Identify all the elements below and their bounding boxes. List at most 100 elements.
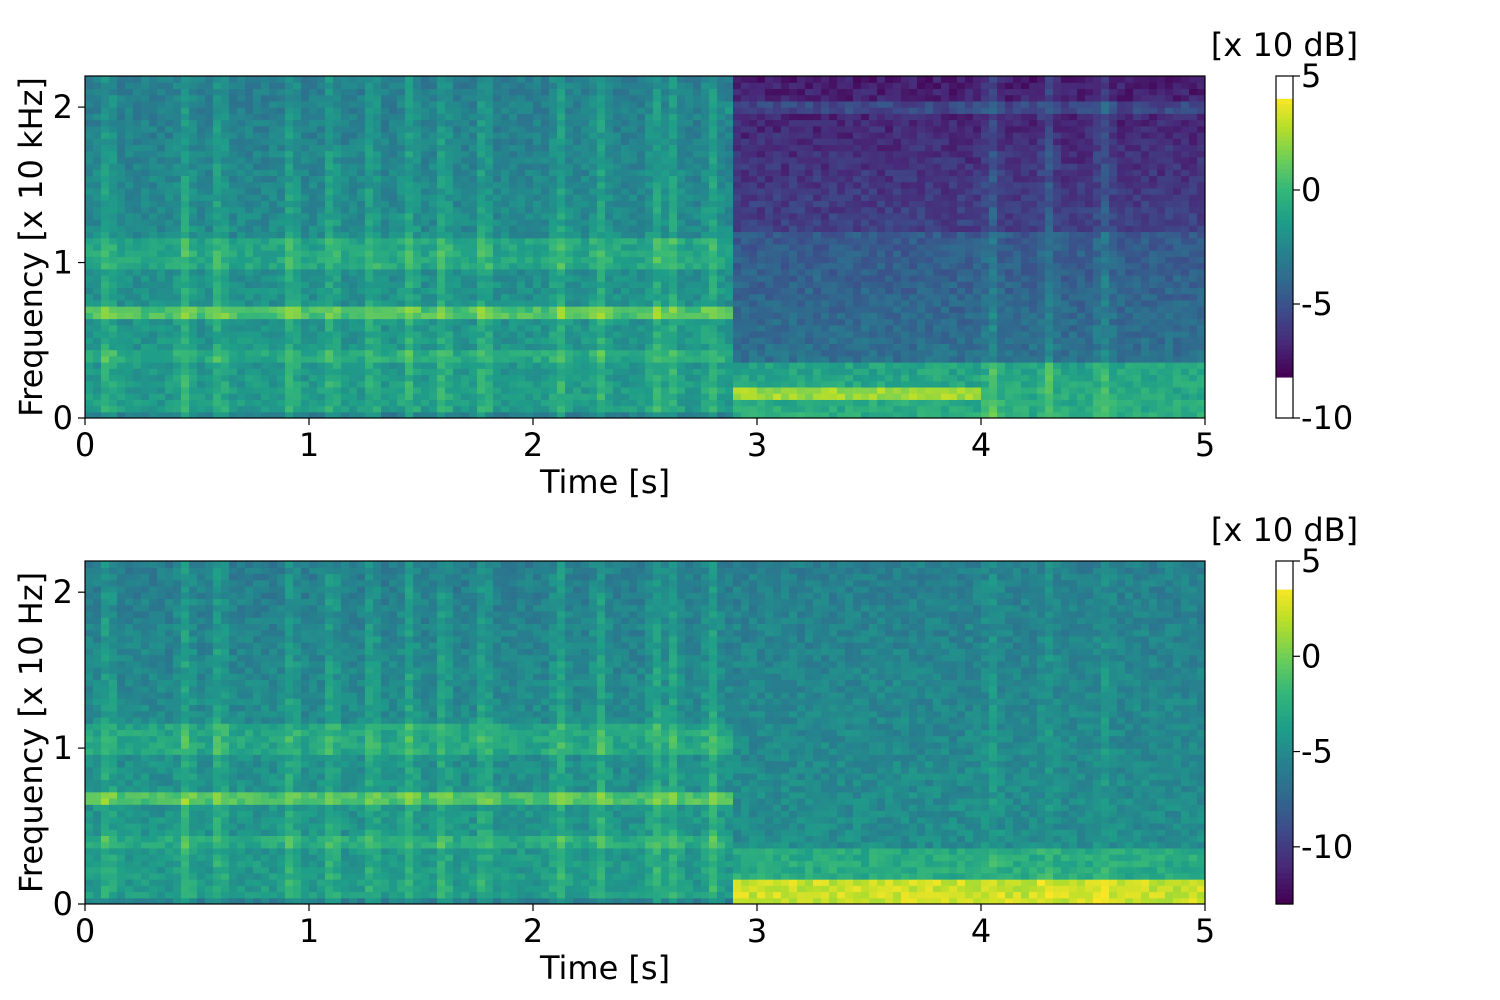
spectrogram-cell [757,163,766,170]
spectrogram-cell [301,380,310,388]
spectrogram-cell [493,268,502,276]
spectrogram-cell [205,231,214,239]
spectrogram-cell [149,113,158,121]
spectrogram-cell [181,169,190,177]
spectrogram-cell [325,156,334,164]
spectrogram-cell [301,100,310,108]
spectrogram-cell [717,293,726,301]
spectrogram-cell [245,312,254,320]
spectrogram-cell [437,107,446,114]
spectrogram-cell [221,219,230,226]
spectrogram-cell [317,250,326,257]
spectrogram-cell [525,231,534,239]
spectrogram-cell [229,355,238,363]
spectrogram-cell [453,268,462,276]
spectrogram-cell [261,212,270,220]
spectrogram-cell [797,306,806,313]
spectrogram-cell [253,82,262,90]
spectrogram-cell [437,225,446,233]
spectrogram-cell [477,94,486,102]
spectrogram-cell [501,411,510,418]
spectrogram-cell [309,82,318,90]
spectrogram-cell [685,293,694,301]
spectrogram-cell [661,206,670,214]
spectrogram-cell [805,200,814,208]
spectrogram-cell [421,399,430,407]
spectrogram-cell [213,299,222,307]
spectrogram-cell [309,107,318,114]
spectrogram-cell [365,399,374,407]
spectrogram-cell [229,225,238,233]
spectrogram-cell [733,268,742,276]
spectrogram-cell [533,405,542,413]
spectrogram-cell [797,237,806,245]
spectrogram-cell [501,243,510,251]
spectrogram-cell [733,138,742,145]
spectrogram-cell [709,343,718,351]
spectrogram-cell [701,212,710,220]
spectrogram-cell [709,231,718,239]
spectrogram-cell [461,231,470,239]
spectrogram-cell [589,107,598,114]
spectrogram-cell [309,76,318,83]
spectrogram-cell [349,330,358,338]
spectrogram-cell [277,237,286,245]
spectrogram-cell [733,131,742,139]
spectrogram-cell [349,119,358,127]
spectrogram-cell [741,243,750,251]
spectrogram-cell [101,362,110,369]
spectrogram-cell [325,318,334,326]
spectrogram-cell [109,76,118,83]
spectrogram-cell [349,287,358,295]
spectrogram-cell [389,405,398,413]
spectrogram-cell [677,131,686,139]
spectrogram-cell [397,411,406,418]
spectrogram-cell [301,175,310,183]
spectrogram-cell [629,355,638,363]
spectrogram-cell [669,386,678,394]
spectrogram-cell [85,368,94,376]
spectrogram-cell [205,393,214,400]
spectrogram-cell [773,125,782,133]
spectrogram-cell [429,405,438,413]
spectrogram-cell [349,212,358,220]
spectrogram-cell [669,181,678,189]
spectrogram-cell [85,125,94,133]
spectrogram-cell [749,76,758,83]
spectrogram-cell [613,76,622,83]
spectrogram-cell [357,194,366,201]
spectrogram-cell [645,368,654,376]
spectrogram-cell [317,144,326,152]
spectrogram-cell [461,324,470,332]
spectrogram-cell [789,312,798,320]
spectrogram-cell [557,156,566,164]
spectrogram-cell [733,386,742,394]
spectrogram-cell [517,343,526,351]
spectrogram-cell [189,256,198,264]
spectrogram-cell [445,119,454,127]
spectrogram-cell [469,138,478,145]
spectrogram-cell [701,349,710,357]
spectrogram-cell [485,287,494,295]
spectrogram-cell [685,411,694,418]
spectrogram-cell [461,405,470,413]
spectrogram-cell [757,119,766,127]
spectrogram-cell [533,94,542,102]
spectrogram-cell [101,299,110,307]
spectrogram-cell [309,312,318,320]
spectrogram-cell [317,268,326,276]
spectrogram-cell [285,318,294,326]
spectrogram-cell [421,88,430,96]
spectrogram-cell [565,200,574,208]
spectrogram-cell [269,299,278,307]
spectrogram-cell [173,150,182,158]
spectrogram-cell [781,94,790,102]
spectrogram-cell [285,337,294,344]
spectrogram-cell [501,237,510,245]
spectrogram-cell [645,113,654,121]
spectrogram-cell [125,274,134,282]
spectrogram-cell [357,94,366,102]
spectrogram-cell [661,181,670,189]
spectrogram-cell [333,206,342,214]
spectrogram-cell [445,76,454,83]
